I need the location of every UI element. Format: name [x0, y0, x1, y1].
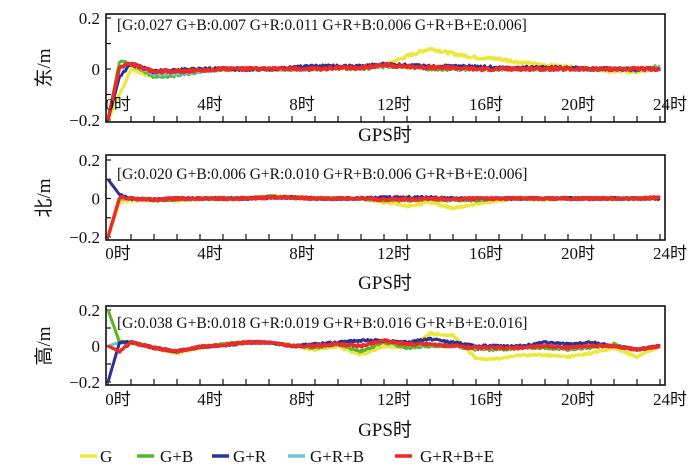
series-line-g-r-b-e — [107, 338, 661, 354]
x-tick-label: 8时 — [289, 244, 315, 263]
x-axis-label: GPS时 — [358, 272, 412, 294]
x-axis-label: GPS时 — [358, 124, 412, 146]
x-tick-label: 20时 — [561, 390, 595, 409]
x-tick-label: 16时 — [469, 95, 503, 114]
y-tick-label: −0.2 — [69, 373, 100, 392]
rms-annotation: [G:0.020 G+B:0.006 G+R:0.010 G+R+B:0.006… — [117, 166, 527, 183]
x-tick-label: 12时 — [377, 390, 411, 409]
y-tick-label: −0.2 — [69, 228, 100, 247]
x-tick-label: 8时 — [289, 95, 315, 114]
y-axis-label: 北/m — [33, 178, 55, 217]
x-tick-label: 4时 — [197, 95, 223, 114]
legend: G G+B G+R G+R+B G+R+B+E — [80, 447, 494, 466]
y-tick-label: 0 — [92, 60, 101, 79]
legend-label: G+B — [160, 447, 193, 466]
x-tick-label: 12时 — [377, 95, 411, 114]
x-tick-label: 16时 — [469, 244, 503, 263]
panel-3: [G:0.038 G+B:0.018 G+R:0.019 G+R+B:0.016… — [33, 301, 687, 441]
x-tick-label: 20时 — [561, 244, 595, 263]
x-tick-label: 16时 — [469, 390, 503, 409]
x-axis-label: GPS时 — [358, 419, 412, 441]
y-tick-label: −0.2 — [69, 111, 100, 130]
y-tick-label: 0 — [92, 190, 101, 209]
y-axis-label: 东/m — [33, 48, 55, 87]
x-tick-label: 20时 — [561, 95, 595, 114]
series-line-g-r-b-e — [107, 61, 661, 121]
x-tick-label: 12时 — [377, 244, 411, 263]
x-tick-label: 24时 — [653, 95, 687, 114]
y-axis-label: 高/m — [33, 326, 55, 365]
y-tick-label: 0 — [92, 337, 101, 356]
y-tick-label: 0.2 — [79, 151, 100, 170]
legend-label: G — [100, 447, 112, 466]
rms-annotation: [G:0.038 G+B:0.018 G+R:0.019 G+R+B:0.016… — [117, 315, 527, 332]
x-tick-label: 0时 — [105, 390, 131, 409]
x-tick-label: 0时 — [105, 95, 131, 114]
x-tick-label: 24时 — [653, 244, 687, 263]
x-tick-label: 4时 — [197, 244, 223, 263]
x-tick-label: 4时 — [197, 390, 223, 409]
y-tick-label: 0.2 — [79, 9, 100, 28]
panel-2: [G:0.020 G+B:0.006 G+R:0.010 G+R+B:0.006… — [33, 151, 687, 294]
x-tick-label: 8时 — [289, 390, 315, 409]
panel-1: [G:0.027 G+B:0.007 G+R:0.011 G+R+B:0.006… — [33, 9, 687, 146]
series-line-g-r-b-e — [107, 194, 661, 238]
legend-label: G+R+B+E — [420, 447, 494, 466]
legend-label: G+R — [233, 447, 267, 466]
rms-annotation: [G:0.027 G+B:0.007 G+R:0.011 G+R+B:0.006… — [117, 17, 527, 34]
x-tick-label: 0时 — [105, 244, 131, 263]
x-tick-label: 24时 — [653, 390, 687, 409]
legend-label: G+R+B — [310, 447, 364, 466]
y-tick-label: 0.2 — [79, 301, 100, 320]
